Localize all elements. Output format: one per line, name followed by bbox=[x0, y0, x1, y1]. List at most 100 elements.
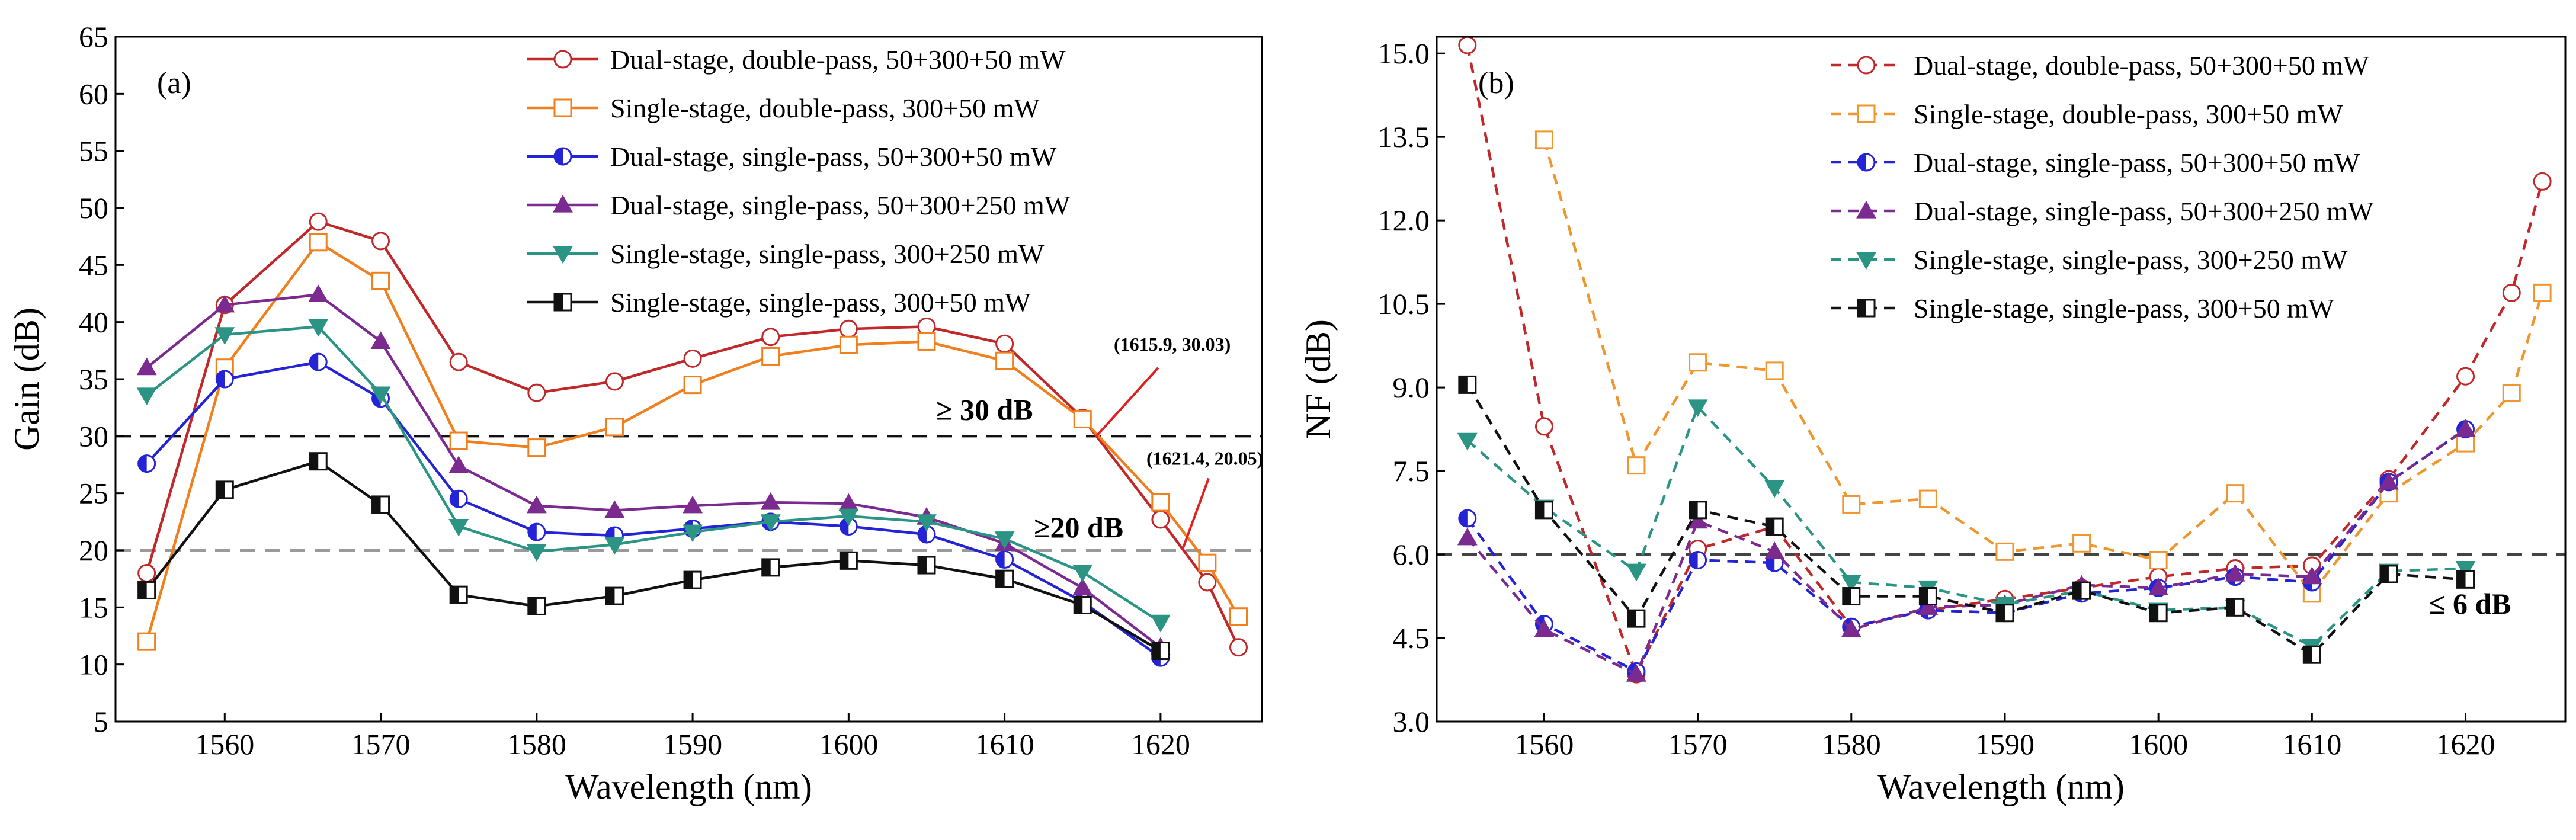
gain-data-point bbox=[309, 352, 328, 371]
gain-y-tick-label: 10 bbox=[79, 648, 108, 681]
gain-data-point bbox=[683, 495, 703, 514]
nf-legend-label: Dual-stage, single-pass, 50+300+250 mW bbox=[1914, 196, 2374, 226]
nf-data-point bbox=[1627, 609, 1646, 628]
gain-y-tick-label: 60 bbox=[79, 77, 108, 110]
nf-legend-marker bbox=[1857, 56, 1876, 75]
gain-legend-item: Dual-stage, single-pass, 50+300+50 mW bbox=[527, 142, 1057, 172]
gain-data-point bbox=[995, 550, 1014, 569]
nf-y-tick-label: 9.0 bbox=[1393, 371, 1430, 404]
nf-data-point bbox=[2456, 367, 2475, 386]
nf-legend-label: Single-stage, single-pass, 300+250 mW bbox=[1914, 245, 2348, 275]
nf-y-tick-label: 12.0 bbox=[1378, 204, 1430, 237]
gain-data-point bbox=[527, 522, 546, 541]
gain-data-point bbox=[136, 387, 157, 406]
nf-data-point bbox=[1765, 361, 1784, 380]
gain-legend-item: Single-stage, single-pass, 300+250 mW bbox=[527, 239, 1045, 269]
gain-data-point bbox=[1151, 510, 1170, 529]
nf-data-point bbox=[1687, 511, 1708, 529]
gain-data-point bbox=[308, 319, 329, 337]
gain-data-point bbox=[1072, 565, 1093, 582]
gain-data-point bbox=[1229, 638, 1248, 657]
gain-legend-item: Dual-stage, single-pass, 50+300+250 mW bbox=[527, 190, 1071, 220]
gain-data-point bbox=[839, 319, 858, 338]
nf-legend-marker bbox=[1856, 200, 1876, 219]
gain-data-point bbox=[1150, 614, 1171, 633]
nf-y-tick-label: 13.5 bbox=[1378, 120, 1430, 153]
gain-data-point bbox=[370, 386, 391, 405]
gain-legend-label: Single-stage, single-pass, 300+50 mW bbox=[610, 287, 1031, 318]
nf-data-point bbox=[1457, 527, 1478, 546]
nf-series-2 bbox=[1534, 130, 2552, 603]
gain-x-tick-label: 1610 bbox=[975, 727, 1034, 761]
nf-data-point bbox=[1626, 563, 1646, 582]
nf-panel-label: (b) bbox=[1478, 66, 1514, 100]
nf-data-point bbox=[1765, 517, 1784, 536]
nf-series-1 bbox=[1458, 36, 2552, 684]
gain-series-6 bbox=[137, 452, 1170, 661]
nf-data-point bbox=[2502, 383, 2521, 402]
nf-x-tick-label: 1580 bbox=[1822, 727, 1881, 761]
gain-legend-marker bbox=[553, 147, 572, 166]
nf-data-point bbox=[1842, 495, 1861, 514]
gain-annotation-1615: (1615.9, 30.03) bbox=[1114, 334, 1231, 355]
gain-y-tick-label: 25 bbox=[79, 477, 108, 510]
nf-data-point bbox=[2149, 604, 2168, 623]
nf-series-line bbox=[1466, 428, 2466, 674]
gain-data-point bbox=[605, 586, 624, 605]
gain-data-point bbox=[604, 537, 625, 555]
nf-legend-item: Dual-stage, single-pass, 50+300+250 mW bbox=[1831, 196, 2374, 226]
nf-y-tick-label: 10.5 bbox=[1378, 287, 1430, 320]
nf-data-point bbox=[1687, 399, 1708, 418]
gain-data-point bbox=[605, 418, 624, 437]
gain-data-point bbox=[760, 492, 781, 510]
gain-series-line bbox=[146, 360, 1162, 659]
nf-plot-frame bbox=[1436, 36, 2567, 723]
gain-y-tick-label: 5 bbox=[94, 705, 108, 738]
gain-series-line bbox=[145, 460, 1162, 652]
nf-data-point bbox=[1995, 542, 2014, 561]
gain-legend-item: Single-stage, single-pass, 300+50 mW bbox=[527, 287, 1031, 318]
gain-data-point bbox=[137, 454, 156, 473]
gain-series-line bbox=[146, 293, 1162, 649]
gain-data-point bbox=[683, 570, 702, 589]
nf-series-line bbox=[1466, 428, 2466, 677]
gain-data-point bbox=[309, 233, 328, 252]
nf-y-tick-label: 6.0 bbox=[1393, 538, 1430, 571]
gain-data-point bbox=[137, 632, 156, 651]
gain-data-point bbox=[604, 500, 625, 518]
gain-data-point bbox=[448, 456, 469, 474]
nf-panel: 1560 1570 1580 1590 1600 1610 1620 3.0 4.5 6.0 7.5… bbox=[1299, 36, 2567, 806]
gain-data-point bbox=[995, 569, 1014, 588]
gain-y-tick-label: 65 bbox=[79, 20, 108, 53]
nf-y-tick-label: 3.0 bbox=[1393, 705, 1430, 738]
gain-data-point bbox=[995, 351, 1014, 370]
nf-x-tick-label: 1600 bbox=[2129, 727, 2188, 761]
nf-y-tick-label: 4.5 bbox=[1393, 621, 1430, 655]
gain-data-point bbox=[449, 585, 468, 604]
gain-y-tick-label: 50 bbox=[79, 191, 108, 225]
nf-data-point bbox=[2072, 534, 2091, 553]
gain-data-point bbox=[137, 564, 156, 583]
gain-data-point bbox=[838, 508, 859, 527]
nf-data-point bbox=[2302, 645, 2321, 664]
gain-data-point bbox=[683, 524, 703, 543]
gain-x-tick-label: 1600 bbox=[819, 727, 878, 761]
gain-data-point bbox=[683, 376, 702, 395]
gain-data-point bbox=[214, 294, 235, 313]
nf-legend-item: Dual-stage, single-pass, 50+300+50 mW bbox=[1831, 148, 2360, 178]
gain-data-point bbox=[309, 212, 328, 231]
nf-legend-marker bbox=[1857, 299, 1876, 318]
gain-y-tick-label: 35 bbox=[79, 363, 108, 396]
gain-data-point bbox=[371, 271, 390, 290]
nf-legend-label: Dual-stage, single-pass, 50+300+50 mW bbox=[1914, 148, 2360, 178]
gain-data-point bbox=[449, 489, 468, 508]
gain-legend-marker bbox=[553, 194, 573, 213]
gain-data-point bbox=[839, 517, 858, 536]
gain-data-point bbox=[526, 544, 547, 562]
nf-data-point bbox=[2226, 598, 2245, 617]
nf-data-point bbox=[1689, 550, 1707, 569]
nf-data-point bbox=[1918, 489, 1937, 508]
nf-data-point bbox=[1458, 509, 1477, 528]
nf-y-tick-label: 7.5 bbox=[1393, 454, 1430, 488]
nf-legend-label: Single-stage, double-pass, 300+50 mW bbox=[1914, 99, 2343, 129]
